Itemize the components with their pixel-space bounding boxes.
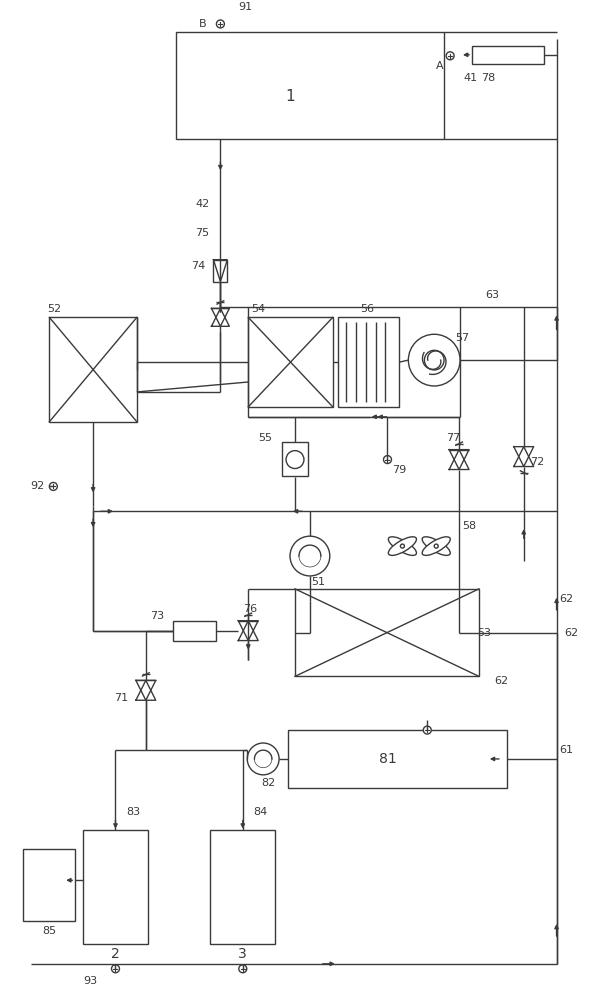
Circle shape: [446, 52, 454, 60]
Bar: [288, 730, 507, 788]
Bar: [248, 317, 333, 407]
Text: 76: 76: [243, 604, 257, 614]
Bar: [24, 849, 75, 921]
Text: 62: 62: [560, 594, 574, 604]
Text: A: A: [436, 61, 444, 71]
Text: 42: 42: [196, 199, 210, 209]
Ellipse shape: [388, 537, 416, 555]
Text: 78: 78: [481, 73, 495, 83]
Ellipse shape: [422, 537, 450, 555]
Circle shape: [425, 350, 444, 370]
Text: 57: 57: [455, 333, 469, 343]
Ellipse shape: [388, 537, 416, 555]
Text: 54: 54: [251, 304, 265, 314]
Text: 83: 83: [126, 807, 140, 817]
Text: 56: 56: [360, 304, 375, 314]
Circle shape: [239, 965, 247, 973]
Text: 93: 93: [84, 976, 98, 986]
Text: 1: 1: [285, 89, 295, 104]
Text: 72: 72: [531, 457, 545, 467]
Text: 63: 63: [485, 290, 499, 300]
Ellipse shape: [422, 537, 450, 555]
Text: 71: 71: [114, 693, 128, 703]
Text: 61: 61: [560, 745, 574, 755]
Text: 62: 62: [494, 676, 508, 686]
Bar: [173, 621, 216, 641]
Text: 41: 41: [463, 73, 477, 83]
Text: 92: 92: [30, 481, 45, 491]
Text: 82: 82: [261, 778, 275, 788]
Text: 74: 74: [191, 261, 206, 271]
Bar: [83, 830, 148, 944]
Text: 52: 52: [47, 304, 61, 314]
Circle shape: [408, 334, 460, 386]
Text: 62: 62: [564, 628, 578, 638]
Bar: [472, 46, 544, 64]
Circle shape: [383, 456, 392, 464]
Text: 2: 2: [111, 947, 120, 961]
Text: 77: 77: [446, 433, 460, 443]
Circle shape: [49, 482, 57, 490]
Circle shape: [111, 965, 120, 973]
Circle shape: [434, 544, 438, 548]
Text: 85: 85: [42, 926, 57, 936]
Circle shape: [401, 544, 405, 548]
Text: 75: 75: [196, 228, 210, 238]
Text: 3: 3: [239, 947, 247, 961]
Text: 58: 58: [462, 521, 476, 531]
Text: 51: 51: [311, 577, 325, 587]
Text: 79: 79: [392, 465, 406, 475]
Bar: [210, 830, 275, 944]
Text: 73: 73: [150, 611, 164, 621]
Bar: [337, 317, 399, 407]
Bar: [295, 589, 479, 676]
Text: 81: 81: [379, 752, 396, 766]
Circle shape: [216, 20, 224, 28]
Circle shape: [290, 536, 330, 576]
Bar: [176, 32, 444, 139]
Bar: [49, 317, 137, 422]
Circle shape: [247, 743, 279, 775]
Bar: [282, 442, 308, 476]
Circle shape: [423, 726, 431, 734]
Text: 53: 53: [477, 628, 491, 638]
Text: B: B: [199, 19, 207, 29]
Bar: [213, 260, 227, 282]
Text: 84: 84: [253, 807, 268, 817]
Text: 91: 91: [238, 2, 252, 12]
Circle shape: [286, 451, 304, 469]
Text: 55: 55: [258, 433, 272, 443]
